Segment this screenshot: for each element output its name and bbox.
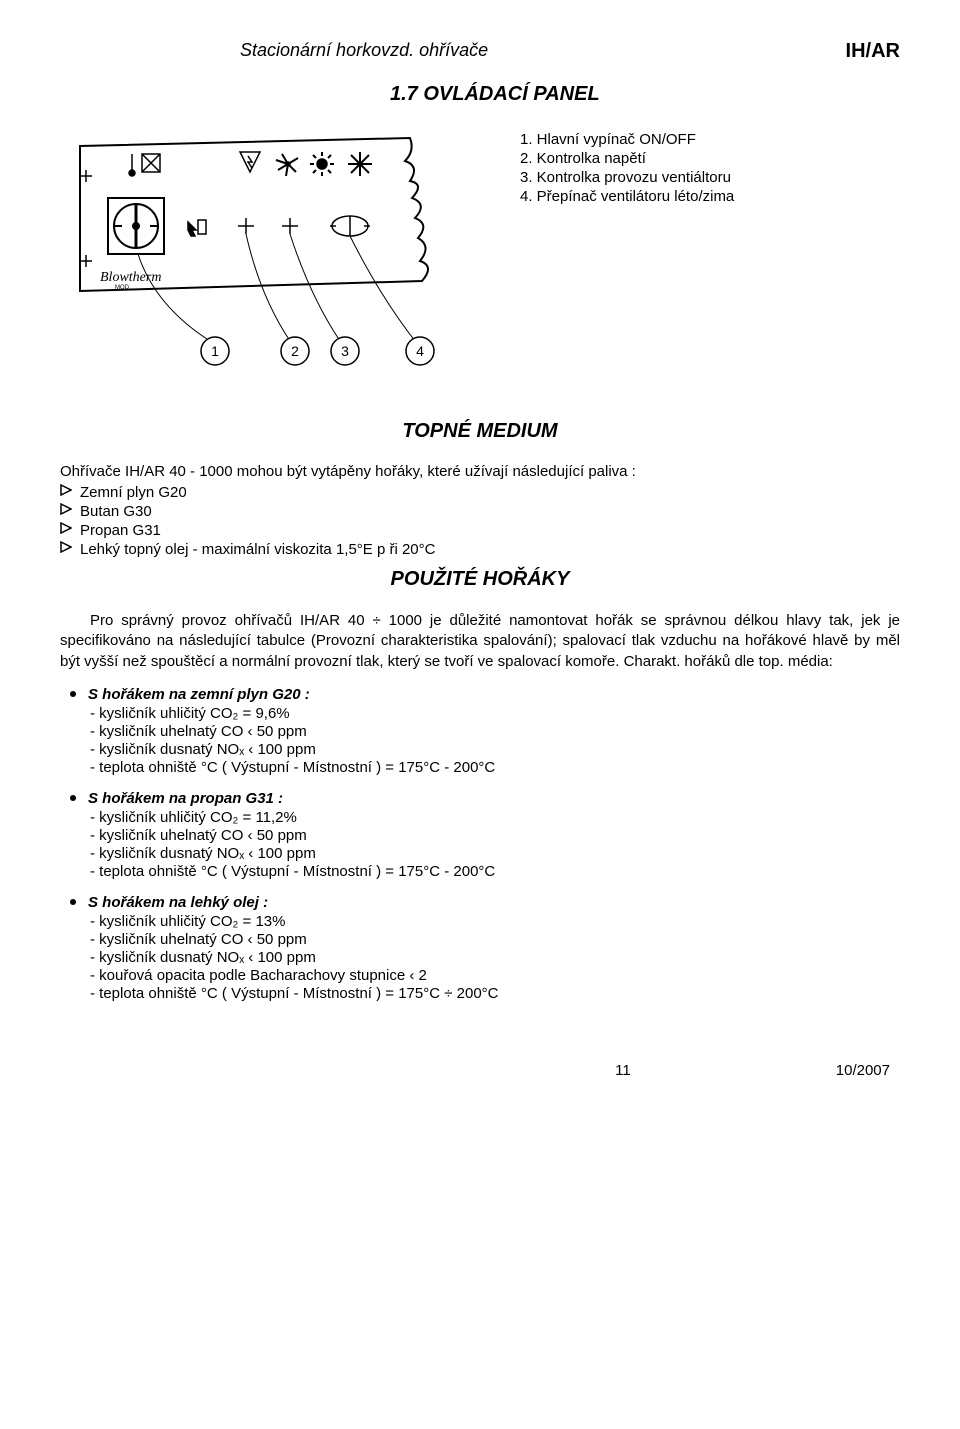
burner-line: - kysličník dusnatý NOₓ ‹ 100 ppm xyxy=(90,845,900,862)
bullet-dot-icon xyxy=(70,691,76,697)
burner-line: - kysličník dusnatý NOₓ ‹ 100 ppm xyxy=(90,949,900,966)
control-panel-diagram: Blowtherm MOD 1 2 3 4 xyxy=(60,126,460,390)
burner-line: - teplota ohniště °C ( Výstupní - Místno… xyxy=(90,759,900,776)
burner-line: - teplota ohniště °C ( Výstupní - Místno… xyxy=(90,985,900,1002)
bullet-item: Zemní plyn G20 xyxy=(60,484,900,501)
burner-line-list: - kysličník uhličitý CO₂ = 11,2%- kyslič… xyxy=(90,809,900,880)
section-title-medium: TOPNÉ MEDIUM xyxy=(60,420,900,443)
bullet-text: Propan G31 xyxy=(80,522,161,539)
panel-row: Blowtherm MOD 1 2 3 4 xyxy=(60,126,900,390)
burner-groups: S hořákem na zemní plyn G20 : - kysličník… xyxy=(60,686,900,1002)
bullet-dot-icon xyxy=(70,795,76,801)
bullet-text: Lehký topný olej - maximální viskozita 1… xyxy=(80,541,435,558)
burner-line: - kysličník uhelnatý CO ‹ 50 ppm xyxy=(90,931,900,948)
triangle-icon xyxy=(60,484,74,496)
burner-line: - kysličník uhličitý CO₂ = 13% xyxy=(90,913,900,930)
burner-line: - kysličník uhličitý CO₂ = 9,6% xyxy=(90,705,900,722)
section-title-panel: 1.7 OVLÁDACÍ PANEL xyxy=(390,83,900,106)
triangle-icon xyxy=(60,541,74,553)
panel-circle-3: 3 xyxy=(341,343,349,359)
brand-text: Blowtherm xyxy=(100,270,161,285)
burner-group-title: S hořákem na propan G31 : xyxy=(60,790,900,807)
triangle-icon xyxy=(60,503,74,515)
page-number: 11 xyxy=(615,1062,631,1079)
panel-legend-item: 1. Hlavní vypínač ON/OFF xyxy=(520,131,734,148)
bullet-text: Zemní plyn G20 xyxy=(80,484,187,501)
burner-line: - teplota ohniště °C ( Výstupní - Místno… xyxy=(90,863,900,880)
panel-circle-2: 2 xyxy=(291,343,299,359)
burner-line: - kysličník dusnatý NOₓ ‹ 100 ppm xyxy=(90,741,900,758)
bullet-text: Butan G30 xyxy=(80,503,152,520)
burner-line-list: - kysličník uhličitý CO₂ = 9,6%- kysličn… xyxy=(90,705,900,776)
bullet-item: Lehký topný olej - maximální viskozita 1… xyxy=(60,541,900,558)
burner-line: - kysličník uhelnatý CO ‹ 50 ppm xyxy=(90,723,900,740)
header-right-text: IH/AR xyxy=(846,40,900,63)
burner-group-title: S hořákem na zemní plyn G20 : xyxy=(60,686,900,703)
page-header: Stacionární horkovzd. ohřívače IH/AR xyxy=(60,40,900,63)
panel-circle-1: 1 xyxy=(211,343,219,359)
medium-intro: Ohřívače IH/AR 40 - 1000 mohou být vytáp… xyxy=(60,463,900,480)
burner-line-list: - kysličník uhličitý CO₂ = 13%- kysliční… xyxy=(90,913,900,1002)
panel-legend-item: 4. Přepínač ventilátoru léto/zima xyxy=(520,188,734,205)
triangle-icon xyxy=(60,522,74,534)
header-left-text: Stacionární horkovzd. ohřívače xyxy=(240,40,488,61)
bullet-dot-icon xyxy=(70,899,76,905)
panel-circle-4: 4 xyxy=(416,343,424,359)
burner-line: - kysličník uhličitý CO₂ = 11,2% xyxy=(90,809,900,826)
burners-paragraph: Pro správný provoz ohřívačů IH/AR 40 ÷ 1… xyxy=(60,611,900,672)
footer-date: 10/2007 xyxy=(836,1062,890,1079)
burner-group-title: S hořákem na lehký olej : xyxy=(60,894,900,911)
panel-legend-item: 3. Kontrolka provozu ventiáltoru xyxy=(520,169,734,186)
medium-bullets: Zemní plyn G20 Butan G30 Propan G31 Lehk… xyxy=(60,484,900,558)
panel-legend-list: 1. Hlavní vypínač ON/OFF 2. Kontrolka na… xyxy=(520,131,734,207)
section-title-burners: POUŽITÉ HOŘÁKY xyxy=(60,568,900,591)
bullet-item: Butan G30 xyxy=(60,503,900,520)
svg-text:MOD: MOD xyxy=(115,285,130,291)
burner-line: - kouřová opacita podle Bacharachovy stu… xyxy=(90,967,900,984)
panel-legend-item: 2. Kontrolka napětí xyxy=(520,150,734,167)
burner-line: - kysličník uhelnatý CO ‹ 50 ppm xyxy=(90,827,900,844)
bullet-item: Propan G31 xyxy=(60,522,900,539)
page-footer: 11 10/2007 xyxy=(60,1062,900,1079)
